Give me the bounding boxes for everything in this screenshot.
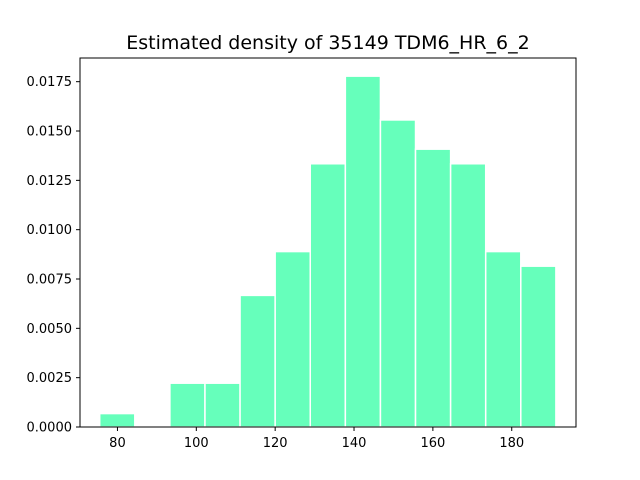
y-tick-label: 0.0125: [27, 174, 73, 189]
histogram-bar: [204, 382, 241, 428]
histogram-bar: [98, 412, 136, 428]
histogram-bar: [520, 265, 557, 428]
histogram-bar: [309, 163, 347, 428]
y-tick-label: 0.0000: [27, 421, 73, 436]
y-axis: 0.0000 0.0025 0.0050 0.0075 0.0100 0.0125 0.01…: [27, 75, 80, 436]
histogram-bar: [344, 75, 382, 428]
histogram-bar: [169, 382, 206, 428]
histogram-bar: [449, 163, 487, 428]
y-tick-label: 0.0150: [27, 125, 73, 140]
bars-group: [98, 75, 557, 428]
x-tick-label: 180: [499, 436, 524, 451]
x-tick-label: 160: [420, 436, 445, 451]
histogram-bar: [484, 250, 522, 428]
x-tick-label: 100: [184, 436, 209, 451]
x-tick-label: 120: [263, 436, 288, 451]
x-tick-label: 80: [109, 436, 126, 451]
y-tick-label: 0.0100: [27, 223, 73, 238]
y-tick-label: 0.0175: [27, 75, 73, 90]
x-tick-label: 140: [342, 436, 367, 451]
y-tick-label: 0.0025: [27, 371, 73, 386]
histogram-bar: [414, 148, 452, 428]
histogram-bar: [239, 294, 276, 428]
chart-title: Estimated density of 35149 TDM6_HR_6_2: [126, 32, 529, 54]
x-axis: 80 100 120 140 160 180: [109, 427, 524, 451]
histogram-bar: [274, 250, 312, 428]
y-tick-label: 0.0050: [27, 322, 73, 337]
histogram-bar: [379, 119, 417, 428]
plot-frame: [79, 57, 577, 428]
y-tick-label: 0.0075: [27, 273, 73, 288]
